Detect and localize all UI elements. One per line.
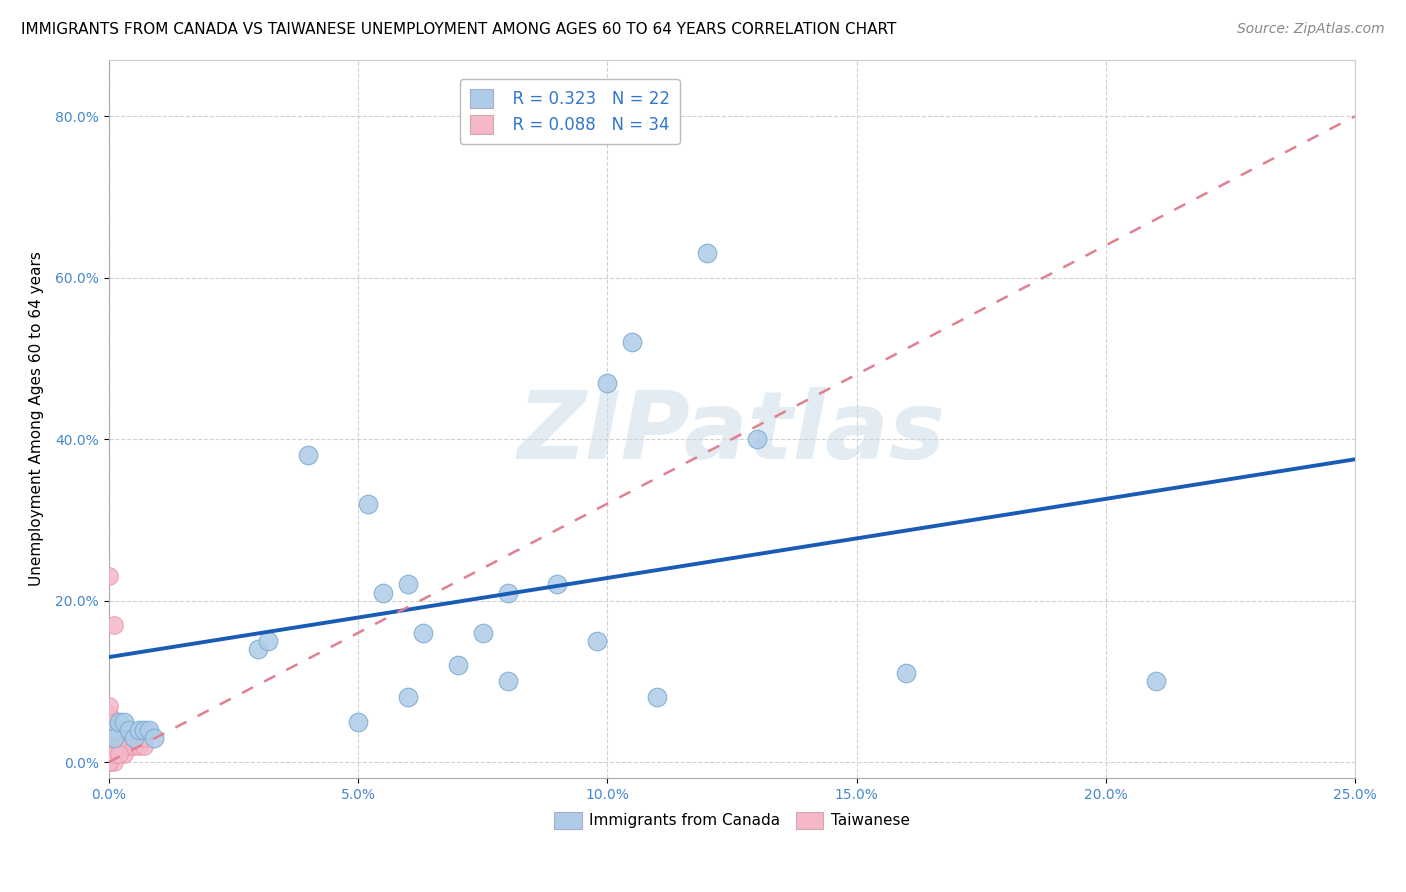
Point [97,755,120,769]
Point [97,723,120,737]
Point [97,755,120,769]
Point [107,731,129,745]
Point [297,448,319,462]
Point [471,626,494,640]
Point [142,731,165,745]
Point [122,731,145,745]
Point [103,617,125,632]
Point [97,569,120,583]
Point [97,739,120,753]
Point [546,577,568,591]
Point [586,634,609,648]
Text: Source: ZipAtlas.com: Source: ZipAtlas.com [1237,22,1385,37]
Point [247,642,270,657]
Point [118,739,141,753]
Point [97,706,120,721]
Point [132,731,155,745]
Point [496,585,519,599]
Point [1144,674,1167,689]
Point [107,747,129,761]
Point [107,723,129,737]
Point [103,731,125,745]
Point [447,658,470,673]
Point [97,755,120,769]
Point [112,747,135,761]
Point [103,747,125,761]
Point [896,666,918,681]
Point [347,714,370,729]
Point [596,376,619,390]
Point [357,497,380,511]
Point [128,731,150,745]
Point [122,731,145,745]
Point [412,626,434,640]
Point [103,723,125,737]
Text: IMMIGRANTS FROM CANADA VS TAIWANESE UNEMPLOYMENT AMONG AGES 60 TO 64 YEARS CORRE: IMMIGRANTS FROM CANADA VS TAIWANESE UNEM… [21,22,897,37]
Point [118,723,141,737]
Y-axis label: Unemployment Among Ages 60 to 64 years: Unemployment Among Ages 60 to 64 years [30,252,44,586]
Point [645,690,668,705]
Point [103,755,125,769]
Point [621,335,644,350]
Point [103,739,125,753]
Point [97,747,120,761]
Point [103,747,125,761]
Point [97,747,120,761]
Point [496,674,519,689]
Point [112,731,135,745]
Point [103,723,125,737]
Point [396,690,419,705]
Point [97,747,120,761]
Legend: Immigrants from Canada, Taiwanese: Immigrants from Canada, Taiwanese [548,805,915,835]
Point [122,739,145,753]
Point [132,739,155,753]
Text: ZIPatlas: ZIPatlas [517,387,946,479]
Point [396,577,419,591]
Point [107,714,129,729]
Point [103,731,125,745]
Point [97,714,120,729]
Point [128,739,150,753]
Point [132,723,155,737]
Point [371,585,394,599]
Point [745,432,768,446]
Point [257,634,280,648]
Point [138,723,160,737]
Point [112,714,135,729]
Point [97,698,120,713]
Point [128,723,150,737]
Point [696,246,718,260]
Point [107,739,129,753]
Point [97,731,120,745]
Point [97,747,120,761]
